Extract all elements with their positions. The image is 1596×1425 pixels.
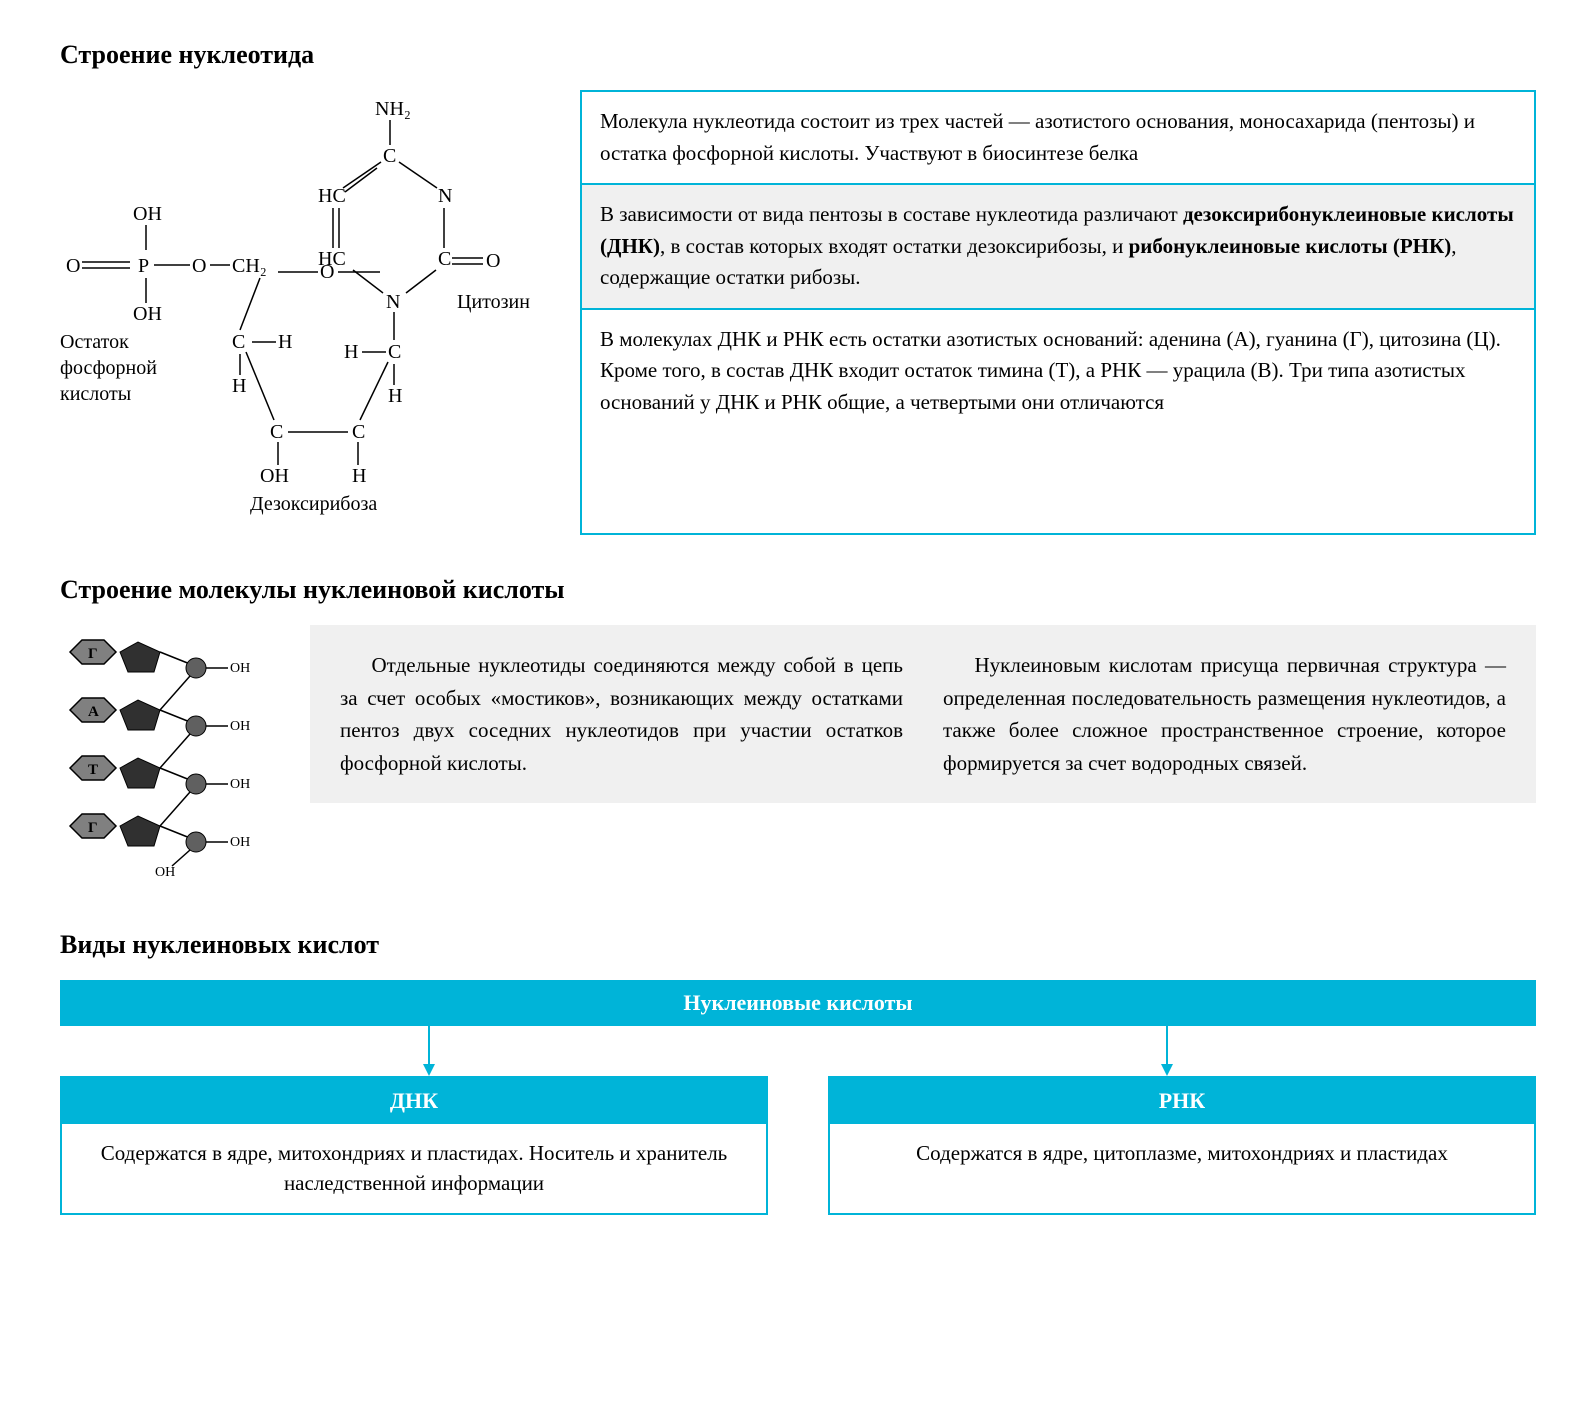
branch-rna: РНК Содержатся в ядре, цитоплазме, митох… bbox=[828, 1076, 1536, 1215]
svg-text:H: H bbox=[352, 465, 366, 487]
nh2-label: NH₂ bbox=[375, 98, 411, 120]
phosphate-label-1: Остаток bbox=[60, 331, 129, 353]
svg-text:OH: OH bbox=[133, 203, 162, 225]
svg-text:C: C bbox=[388, 341, 401, 363]
deoxyribose-label: Дезоксирибоза bbox=[250, 493, 377, 515]
svg-text:А: А bbox=[88, 704, 99, 720]
nucleic-acid-types-section: Виды нуклеиновых кислот Нуклеиновые кисл… bbox=[60, 930, 1536, 1215]
svg-text:O: O bbox=[320, 261, 334, 283]
svg-text:H: H bbox=[388, 385, 402, 407]
branch-dna-title: ДНК bbox=[62, 1078, 766, 1124]
svg-text:Г: Г bbox=[88, 820, 98, 836]
info-table: Молекула нуклеотида состоит из трех част… bbox=[580, 90, 1536, 535]
nucleotide-structure-section: Строение нуклеотида NH₂ C HC N HC bbox=[60, 40, 1536, 535]
tree-branches: ДНК Содержатся в ядре, митохондриях и пл… bbox=[60, 1076, 1536, 1215]
svg-text:Т: Т bbox=[88, 762, 98, 778]
svg-text:C: C bbox=[438, 248, 451, 270]
info-row-1: Молекула нуклеотида состоит из трех част… bbox=[582, 92, 1534, 185]
svg-text:C: C bbox=[352, 421, 365, 443]
svg-text:C: C bbox=[383, 145, 396, 167]
svg-text:N: N bbox=[438, 185, 452, 207]
description-box: Отдельные нуклеотиды соединяются между с… bbox=[310, 625, 1536, 803]
svg-text:OH: OH bbox=[230, 719, 250, 734]
description-col-1: Отдельные нуклеотиды соединяются между с… bbox=[340, 649, 903, 779]
svg-text:N: N bbox=[386, 291, 400, 313]
svg-text:O: O bbox=[66, 255, 80, 277]
section2-heading: Строение молекулы нуклеиновой кислоты bbox=[60, 575, 1536, 605]
section3-heading: Виды нуклеиновых кислот bbox=[60, 930, 1536, 960]
phosphate-label-2: фосфорной bbox=[60, 357, 157, 379]
tree-root: Нуклеиновые кислоты bbox=[60, 980, 1536, 1026]
nucleotide-chain-diagram: Г OH А OH Т OH Г OH OH bbox=[60, 625, 280, 890]
cytosine-label: Цитозин bbox=[457, 291, 530, 313]
branch-dna: ДНК Содержатся в ядре, митохондриях и пл… bbox=[60, 1076, 768, 1215]
branch-rna-title: РНК bbox=[830, 1078, 1534, 1124]
svg-text:O: O bbox=[192, 255, 206, 277]
section1-heading: Строение нуклеотида bbox=[60, 40, 1536, 70]
nucleotide-diagram: NH₂ C HC N HC C O bbox=[60, 90, 560, 535]
phosphate-label-3: кислоты bbox=[60, 383, 131, 405]
svg-text:OH: OH bbox=[260, 465, 289, 487]
svg-text:H: H bbox=[344, 341, 358, 363]
svg-text:C: C bbox=[270, 421, 283, 443]
description-col-2: Нуклеиновым кислотам присуща первичная с… bbox=[943, 649, 1506, 779]
branch-rna-body: Содержатся в ядре, цитоплазме, митохондр… bbox=[830, 1124, 1534, 1182]
svg-text:Г: Г bbox=[88, 646, 98, 662]
branch-dna-body: Содержатся в ядре, митохондриях и пласти… bbox=[62, 1124, 766, 1213]
nucleic-acid-molecule-section: Строение молекулы нуклеиновой кислоты Г O… bbox=[60, 575, 1536, 890]
svg-text:OH: OH bbox=[230, 835, 250, 850]
svg-text:C: C bbox=[232, 331, 245, 353]
svg-text:H: H bbox=[232, 375, 246, 397]
svg-text:OH: OH bbox=[230, 661, 250, 676]
svg-text:O: O bbox=[486, 250, 500, 272]
svg-text:OH: OH bbox=[133, 303, 162, 325]
svg-text:OH: OH bbox=[230, 777, 250, 792]
svg-text:P: P bbox=[138, 255, 149, 277]
info-row-2: В зависимости от вида пентозы в составе … bbox=[582, 185, 1534, 310]
svg-text:CH₂: CH₂ bbox=[232, 255, 267, 277]
arrow-down-icon bbox=[419, 1026, 439, 1076]
svg-text:HC: HC bbox=[318, 185, 346, 207]
svg-text:H: H bbox=[278, 331, 292, 353]
arrow-down-icon bbox=[1157, 1026, 1177, 1076]
svg-text:OH: OH bbox=[155, 865, 175, 880]
tree-arrows bbox=[60, 1026, 1536, 1076]
info-row-3: В молекулах ДНК и РНК есть остатки азоти… bbox=[582, 310, 1534, 433]
